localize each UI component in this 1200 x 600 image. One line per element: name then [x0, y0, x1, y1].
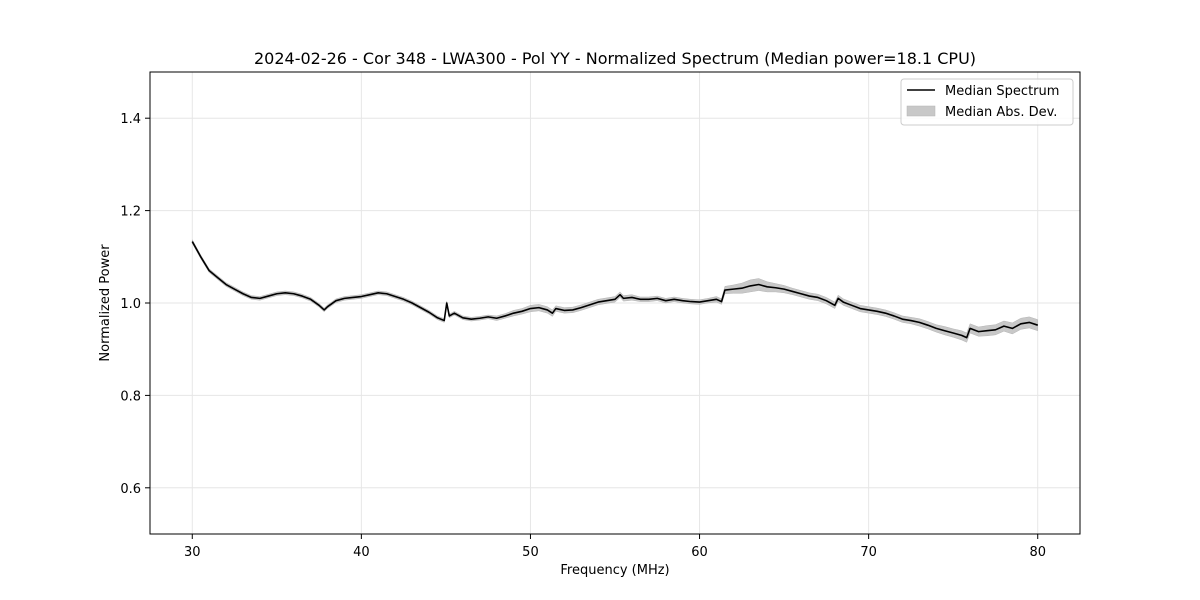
x-tick-label: 40	[353, 545, 370, 560]
x-tick-label: 70	[860, 545, 877, 560]
legend-band-swatch	[906, 105, 936, 117]
y-tick-label: 1.4	[120, 112, 141, 127]
legend-label-median-abs-dev: Median Abs. Dev.	[945, 105, 1057, 120]
x-tick-label: 30	[184, 545, 201, 560]
median-abs-dev-band	[192, 238, 1038, 343]
x-axis-title: Frequency (MHz)	[560, 563, 669, 578]
median-spectrum-line	[191, 241, 1038, 339]
x-tick-label: 50	[522, 545, 539, 560]
y-tick-label: 1.2	[120, 205, 141, 220]
y-axis: 0.6 0.8 1.0 1.2 1.4	[120, 112, 150, 497]
y-tick-label: 0.6	[120, 482, 141, 497]
x-axis: 30 40 50 60 70 80	[184, 534, 1046, 560]
x-tick-label: 80	[1029, 545, 1046, 560]
legend-box	[900, 78, 1074, 126]
y-axis-title: Normalized Power	[98, 244, 113, 362]
legend: Median Spectrum Median Abs. Dev.	[900, 78, 1074, 126]
y-tick-label: 1.0	[120, 297, 141, 312]
x-tick-label: 60	[691, 545, 708, 560]
legend-label-median-spectrum: Median Spectrum	[945, 84, 1059, 99]
y-tick-label: 0.8	[120, 389, 141, 404]
chart-title: 2024-02-26 - Cor 348 - LWA300 - Pol YY -…	[254, 49, 976, 68]
